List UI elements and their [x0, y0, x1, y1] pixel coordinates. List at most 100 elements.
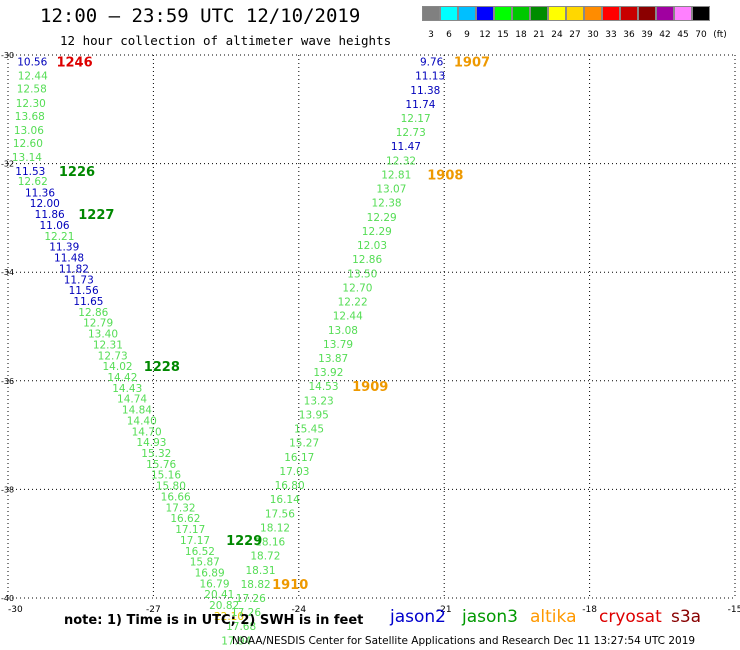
colorbar-label: 3: [428, 30, 434, 40]
swh-value-label: 11.53: [15, 166, 45, 178]
swh-value-label: 14.53: [308, 381, 338, 393]
swh-value-label: 9.76: [420, 57, 444, 69]
swh-value-label: 18.82: [241, 579, 271, 591]
swh-value-label: 12.81: [381, 169, 411, 181]
swh-value-label: 17.17: [180, 535, 210, 547]
swh-value-label: 13.87: [318, 353, 348, 365]
swh-value-label: 12.17: [401, 113, 431, 125]
swh-value-label: 22.10: [214, 611, 244, 623]
swh-value-label: 17.26: [236, 593, 266, 605]
x-tick-label: -21: [437, 605, 452, 615]
swh-value-label: 15.32: [141, 448, 171, 460]
swh-value-label: 17.26: [231, 607, 261, 619]
swh-value-label: 15.45: [294, 424, 324, 436]
legend-jason3: jason3: [462, 607, 518, 627]
colorbar-label: 27: [569, 30, 581, 40]
swh-value-label: 17.17: [175, 524, 205, 536]
swh-value-label: 12.30: [16, 98, 46, 110]
swh-value-label: 12.32: [386, 155, 416, 167]
y-tick-label: -38: [1, 485, 14, 494]
swh-value-label: 14.43: [112, 383, 142, 395]
colorbar-swatch: [458, 6, 476, 21]
legend-altika: altika: [530, 607, 577, 627]
credit-line: NOAA/NESDIS Center for Satellite Applica…: [232, 635, 696, 647]
colorbar-label: 42: [659, 30, 671, 40]
colorbar-label: 45: [677, 30, 689, 40]
swh-value-label: 16.17: [284, 452, 314, 464]
time-tag-label: 1229: [226, 534, 262, 549]
swh-value-label: 12.73: [98, 350, 128, 362]
swh-value-label: 14.84: [122, 405, 152, 417]
colorbar-label: 33: [605, 30, 617, 40]
swh-value-label: 16.79: [199, 578, 229, 590]
swh-value-label: 12.38: [372, 198, 402, 210]
swh-value-label: 14.70: [132, 426, 162, 438]
swh-value-label: 11.65: [73, 296, 103, 308]
swh-value-label: 12.58: [17, 84, 47, 96]
swh-value-label: 11.56: [69, 285, 99, 297]
time-tag-label: 1907: [454, 56, 490, 71]
time-tag-label: 1909: [352, 380, 388, 395]
swh-value-label: 12.29: [362, 226, 392, 238]
swh-value-label: 14.74: [117, 394, 147, 406]
colorbar-label: 9: [464, 30, 470, 40]
swh-value-label: 11.48: [54, 253, 84, 265]
swh-value-label: 16.62: [170, 513, 200, 525]
legend-jason2: jason2: [390, 607, 446, 627]
swh-value-label: 12.62: [18, 176, 48, 188]
swh-value-label: 17.32: [166, 502, 196, 514]
colorbar-swatch: [476, 6, 494, 21]
swh-value-label: 12.44: [333, 311, 363, 323]
swh-value-label: 12.22: [338, 297, 368, 309]
swh-value-label: 14.02: [103, 361, 133, 373]
x-tick-label: -30: [8, 605, 23, 615]
colorbar-label: 21: [533, 30, 545, 40]
colorbar-swatch: [656, 6, 674, 21]
swh-value-label: 11.47: [391, 141, 421, 153]
swh-value-label: 18.12: [260, 522, 290, 534]
swh-value-label: 18.16: [255, 537, 285, 549]
swh-value-label: 11.13: [415, 71, 445, 83]
colorbar-unit: (ft): [713, 30, 727, 40]
swh-value-label: 17.68: [226, 621, 256, 633]
colorbar-label: 36: [623, 30, 635, 40]
swh-value-label: 13.40: [88, 329, 118, 341]
swh-value-label: 13.07: [376, 184, 406, 196]
colorbar-label: 6: [446, 30, 452, 40]
swh-value-label: 15.27: [289, 438, 319, 450]
swh-value-label: 15.16: [151, 470, 181, 482]
swh-value-label: 12.86: [352, 254, 382, 266]
swh-value-label: 11.73: [64, 274, 94, 286]
swh-value-label: 12.00: [30, 198, 60, 210]
colorbar-swatch: [530, 6, 548, 21]
colorbar-swatch: [638, 6, 656, 21]
swh-value-label: 13.06: [14, 125, 44, 137]
swh-value-label: 12.21: [44, 231, 74, 243]
colorbar-swatch: [548, 6, 566, 21]
colorbar-swatch: [494, 6, 512, 21]
swh-value-label: 15.80: [156, 481, 186, 493]
swh-value-label: 13.14: [12, 152, 42, 164]
y-tick-label: -34: [1, 268, 14, 277]
swh-value-label: 11.82: [59, 263, 89, 275]
swh-value-label: 12.44: [18, 71, 48, 83]
swh-value-label: 12.29: [367, 212, 397, 224]
swh-value-label: 12.60: [13, 138, 43, 150]
swh-value-label: 13.23: [304, 395, 334, 407]
swh-value-label: 11.74: [405, 99, 435, 111]
y-tick-label: -30: [1, 51, 14, 60]
swh-value-label: 16.66: [161, 491, 191, 503]
y-tick-label: -40: [1, 594, 14, 603]
colorbar-label: 24: [551, 30, 563, 40]
swh-value-label: 18.31: [245, 565, 275, 577]
swh-value-label: 11.38: [410, 85, 440, 97]
x-tick-label: -15: [728, 605, 740, 615]
time-tag-label: 1910: [272, 578, 308, 593]
colorbar-label: 39: [641, 30, 653, 40]
colorbar-swatch: [674, 6, 692, 21]
swh-value-label: 12.79: [83, 318, 113, 330]
swh-value-label: 11.86: [35, 209, 65, 221]
swh-value-label: 20.82: [209, 600, 239, 612]
time-tag-label: 1908: [427, 168, 463, 183]
y-tick-label: -32: [1, 160, 14, 169]
